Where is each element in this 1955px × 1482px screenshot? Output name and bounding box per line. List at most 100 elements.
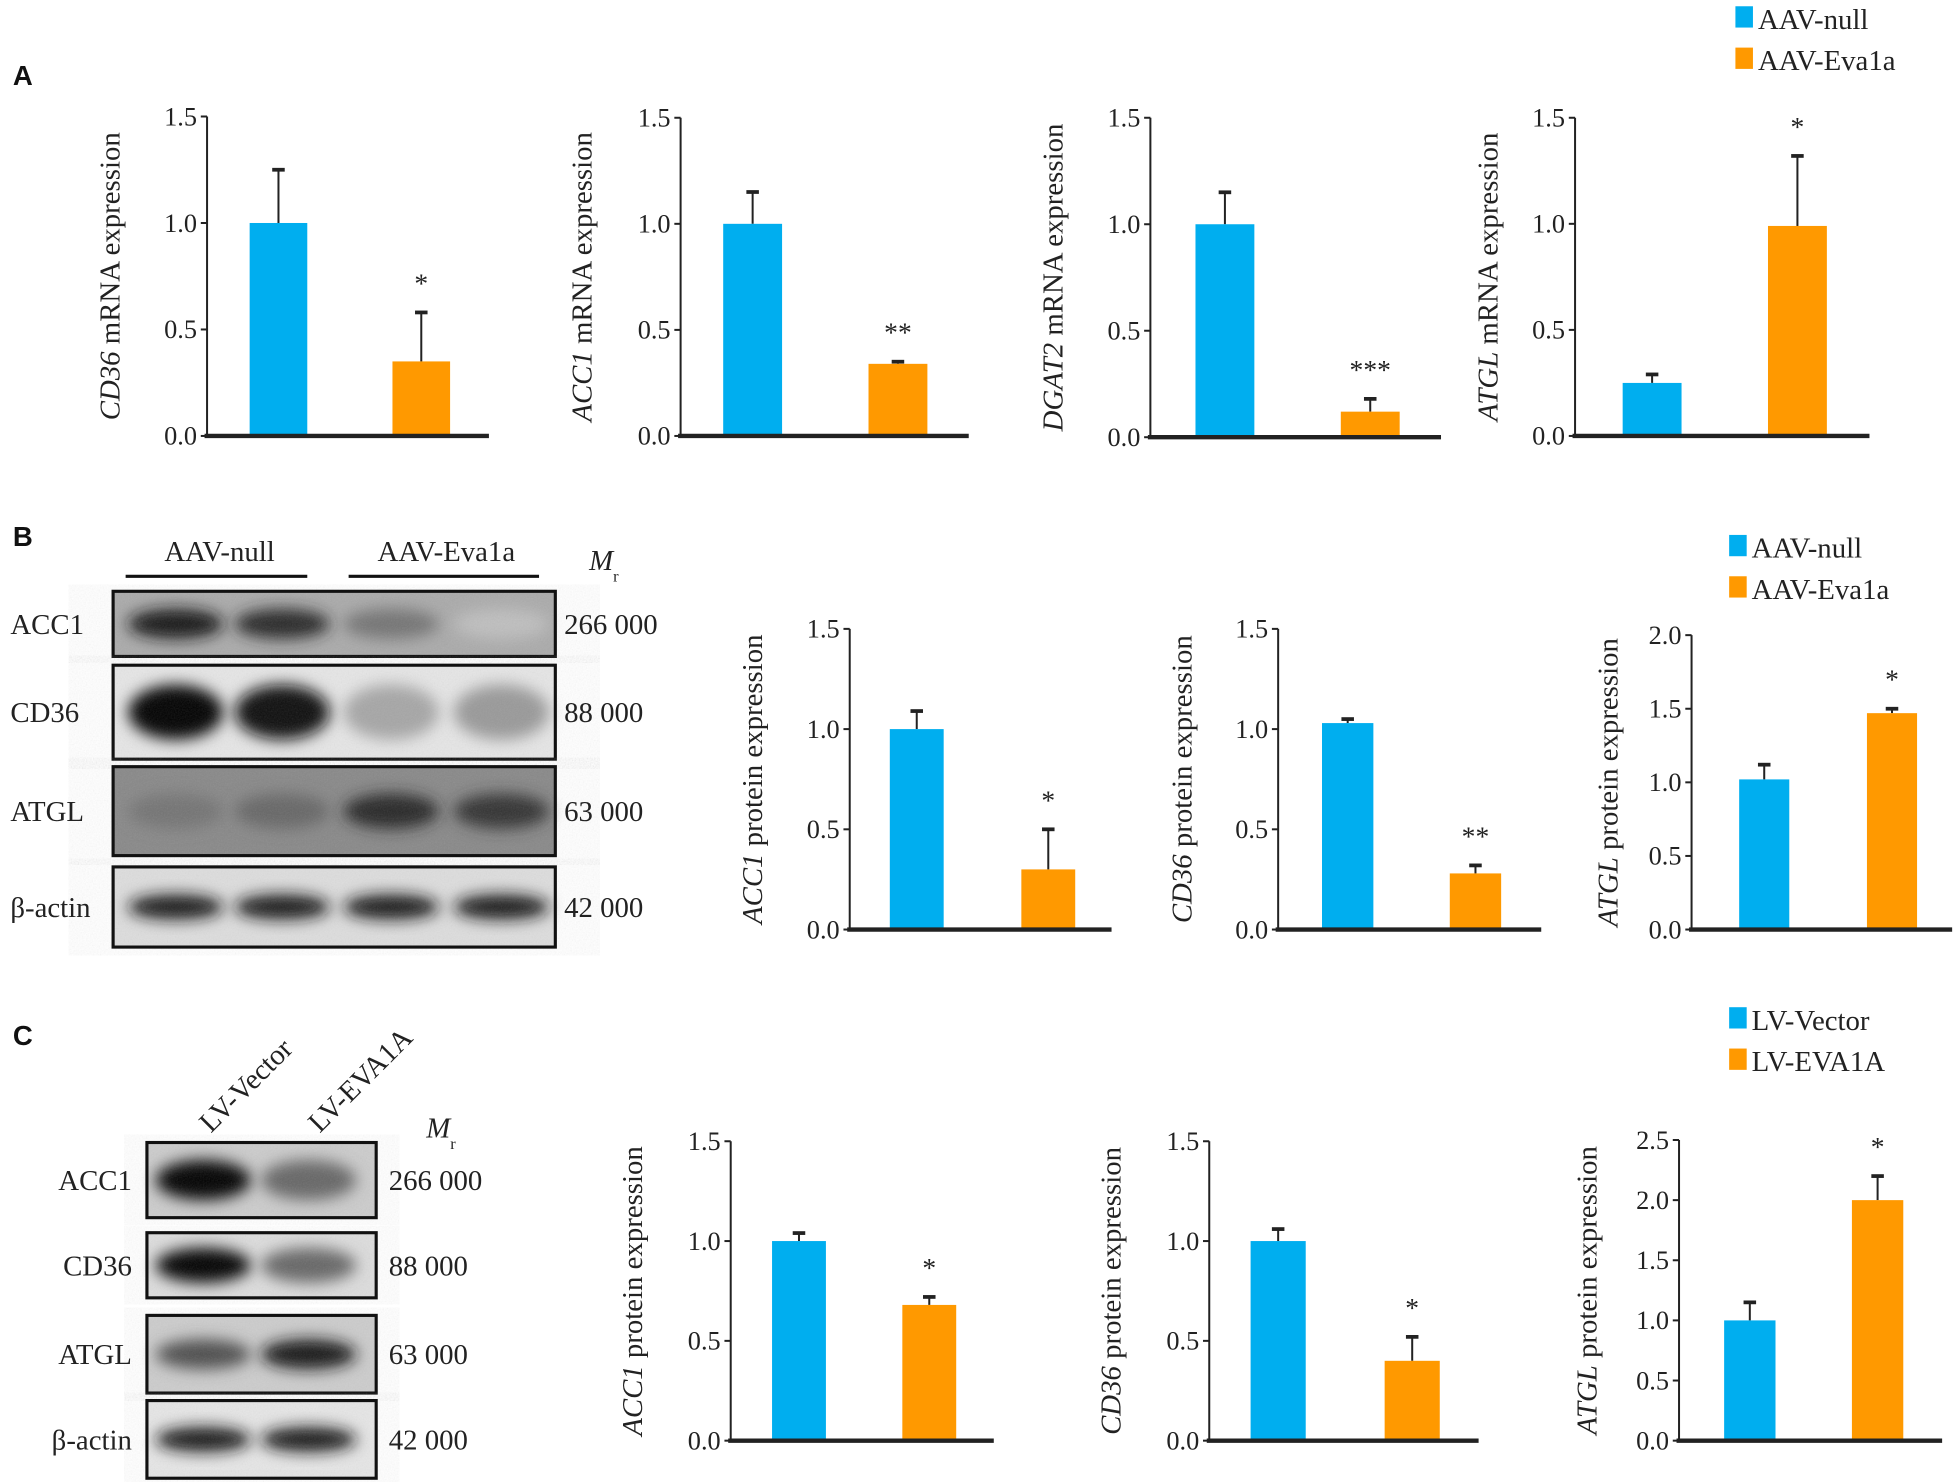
group-label: AAV-Eva1a	[378, 536, 516, 568]
blot-row-2	[145, 1313, 378, 1395]
bar-chart-cd36-b: ** 0.0 0.5 1.0 1.5 CD36 protein expression	[1167, 615, 1542, 944]
significance-label: *	[922, 1252, 936, 1283]
mr-label: 63 000	[389, 1339, 468, 1371]
bar-aav-null	[889, 729, 944, 930]
legend-swatch	[1729, 534, 1747, 557]
blot-row-3	[111, 865, 557, 949]
protein-label: β-actin	[10, 892, 90, 924]
bar-chart-atgl-c: * 0.0 0.5 1.0 1.5 2.0 2.5 ATGL protein expressi…	[1571, 1126, 1943, 1455]
y-tick-label: 0.5	[688, 1327, 721, 1356]
y-tick-label: 0.5	[1649, 842, 1682, 871]
y-tick-label: 0.0	[1636, 1426, 1669, 1455]
legend-a: AAV-null AAV-Eva1a	[1735, 4, 1896, 77]
mr-header: Mr	[588, 545, 619, 585]
legend-swatch	[1729, 1007, 1747, 1029]
bar-aav-eva1a	[1340, 411, 1400, 438]
blot-row-0	[111, 589, 557, 659]
y-tick-label: 1.5	[1636, 1246, 1669, 1275]
y-tick-label: 1.0	[1107, 210, 1140, 239]
y-axis-label: ACC1 protein expression	[737, 634, 769, 926]
y-tick-label: 2.0	[1649, 621, 1682, 650]
bar-aav-null	[1195, 224, 1255, 438]
bar-aav-eva1a	[868, 363, 928, 436]
blot-frame	[111, 765, 557, 858]
y-axis-label: ATGL protein expression	[1593, 638, 1625, 928]
mr-label: 266 000	[564, 609, 658, 641]
protein-label: CD36	[63, 1250, 132, 1282]
y-tick-label: 1.0	[638, 210, 671, 239]
y-axis-label-gene: DGAT2	[1038, 343, 1070, 433]
significance-label: *	[1885, 664, 1899, 695]
mr-label: 266 000	[389, 1165, 483, 1197]
protein-label: β-actin	[52, 1424, 132, 1456]
blot-texture	[113, 591, 556, 657]
y-tick-label: 1.0	[164, 209, 197, 238]
panel-letter-a: A	[13, 60, 33, 91]
y-tick-label: 1.0	[1532, 210, 1565, 239]
bar-lv-vector	[772, 1241, 826, 1441]
legend-label: LV-EVA1A	[1752, 1046, 1886, 1078]
y-axis-label-text: mRNA expression	[1038, 124, 1070, 343]
bar-chart-acc1-b: * 0.0 0.5 1.0 1.5 ACC1 protein expression	[737, 615, 1112, 944]
bar-aav-eva1a	[1866, 713, 1918, 930]
legend-c: LV-Vector LV-EVA1A	[1729, 1005, 1885, 1078]
y-tick-label: 1.0	[688, 1227, 721, 1256]
blot-texture	[146, 1400, 377, 1479]
y-tick-label: 0.0	[638, 422, 671, 451]
legend-label: AAV-Eva1a	[1752, 574, 1890, 606]
protein-label: ACC1	[58, 1165, 132, 1197]
y-axis-label: ACC1 mRNA expression	[567, 132, 599, 424]
y-tick-label: 0.5	[1235, 815, 1268, 844]
significance-label: **	[884, 317, 912, 348]
bar-aav-eva1a	[1021, 869, 1076, 930]
significance-label: *	[1405, 1292, 1419, 1323]
y-axis-label-gene: ACC1	[567, 351, 599, 423]
y-axis-label-gene: CD36	[1095, 1366, 1127, 1435]
bar-lv-eva1a	[1851, 1200, 1904, 1441]
y-tick-label: 1.5	[1107, 104, 1140, 133]
y-tick-label: 0.5	[1166, 1327, 1199, 1356]
blot-texture	[146, 1142, 377, 1218]
y-axis-label: CD36 protein expression	[1095, 1147, 1127, 1435]
bar-chart-cd36-a: * 0.0 0.5 1.0 1.5 CD36 mRNA expression	[94, 102, 489, 451]
mr-label: 63 000	[564, 796, 643, 828]
significance-label: *	[1871, 1131, 1885, 1162]
y-tick-label: 2.5	[1636, 1126, 1669, 1155]
blot-row-3	[145, 1399, 378, 1480]
y-axis-label-gene: ATGL	[1571, 1365, 1603, 1436]
group-label: AAV-null	[164, 536, 274, 568]
bar-aav-null	[1739, 779, 1790, 930]
y-tick-label: 1.0	[807, 715, 840, 744]
blot-frame	[145, 1313, 378, 1395]
lane-label: LV-EVA1A	[302, 1022, 419, 1139]
bar-lv-eva1a	[902, 1304, 957, 1441]
bar-chart-atgl-b: * 0.0 0.5 1.0 1.5 2.0 ATGL protein expression	[1593, 621, 1953, 944]
blot-texture	[146, 1315, 377, 1394]
legend-swatch	[1735, 47, 1753, 69]
mr-subscript: r	[613, 566, 619, 585]
y-tick-label: 2.0	[1636, 1186, 1669, 1215]
y-tick-label: 0.5	[1532, 316, 1565, 345]
bar-aav-eva1a	[1449, 873, 1502, 930]
blot-frame	[111, 663, 557, 761]
y-tick-label: 0.0	[1235, 915, 1268, 944]
y-axis-label-text: mRNA expression	[94, 132, 126, 351]
y-tick-label: 1.0	[1636, 1306, 1669, 1335]
y-tick-label: 0.0	[1649, 915, 1682, 944]
y-axis-label-gene: CD36	[1167, 854, 1199, 923]
legend-label: LV-Vector	[1752, 1005, 1870, 1037]
y-tick-label: 1.0	[1649, 768, 1682, 797]
protein-label: ACC1	[10, 609, 84, 641]
significance-label: ***	[1350, 354, 1391, 385]
y-axis-label: ATGL protein expression	[1571, 1146, 1603, 1437]
significance-label: *	[1041, 784, 1055, 815]
y-tick-label: 0.5	[1636, 1366, 1669, 1395]
bar-chart-acc1-a: ** 0.0 0.5 1.0 1.5 ACC1 mRNA expression	[567, 104, 969, 451]
y-tick-label: 0.5	[638, 316, 671, 345]
y-axis-label-gene: ACC1	[737, 854, 769, 926]
blot-frame	[145, 1231, 378, 1300]
y-axis-label-gene: ACC1	[617, 1365, 649, 1437]
y-tick-label: 1.5	[1235, 615, 1268, 644]
blot-row-1	[111, 663, 557, 761]
y-axis-label: CD36 protein expression	[1167, 635, 1199, 923]
